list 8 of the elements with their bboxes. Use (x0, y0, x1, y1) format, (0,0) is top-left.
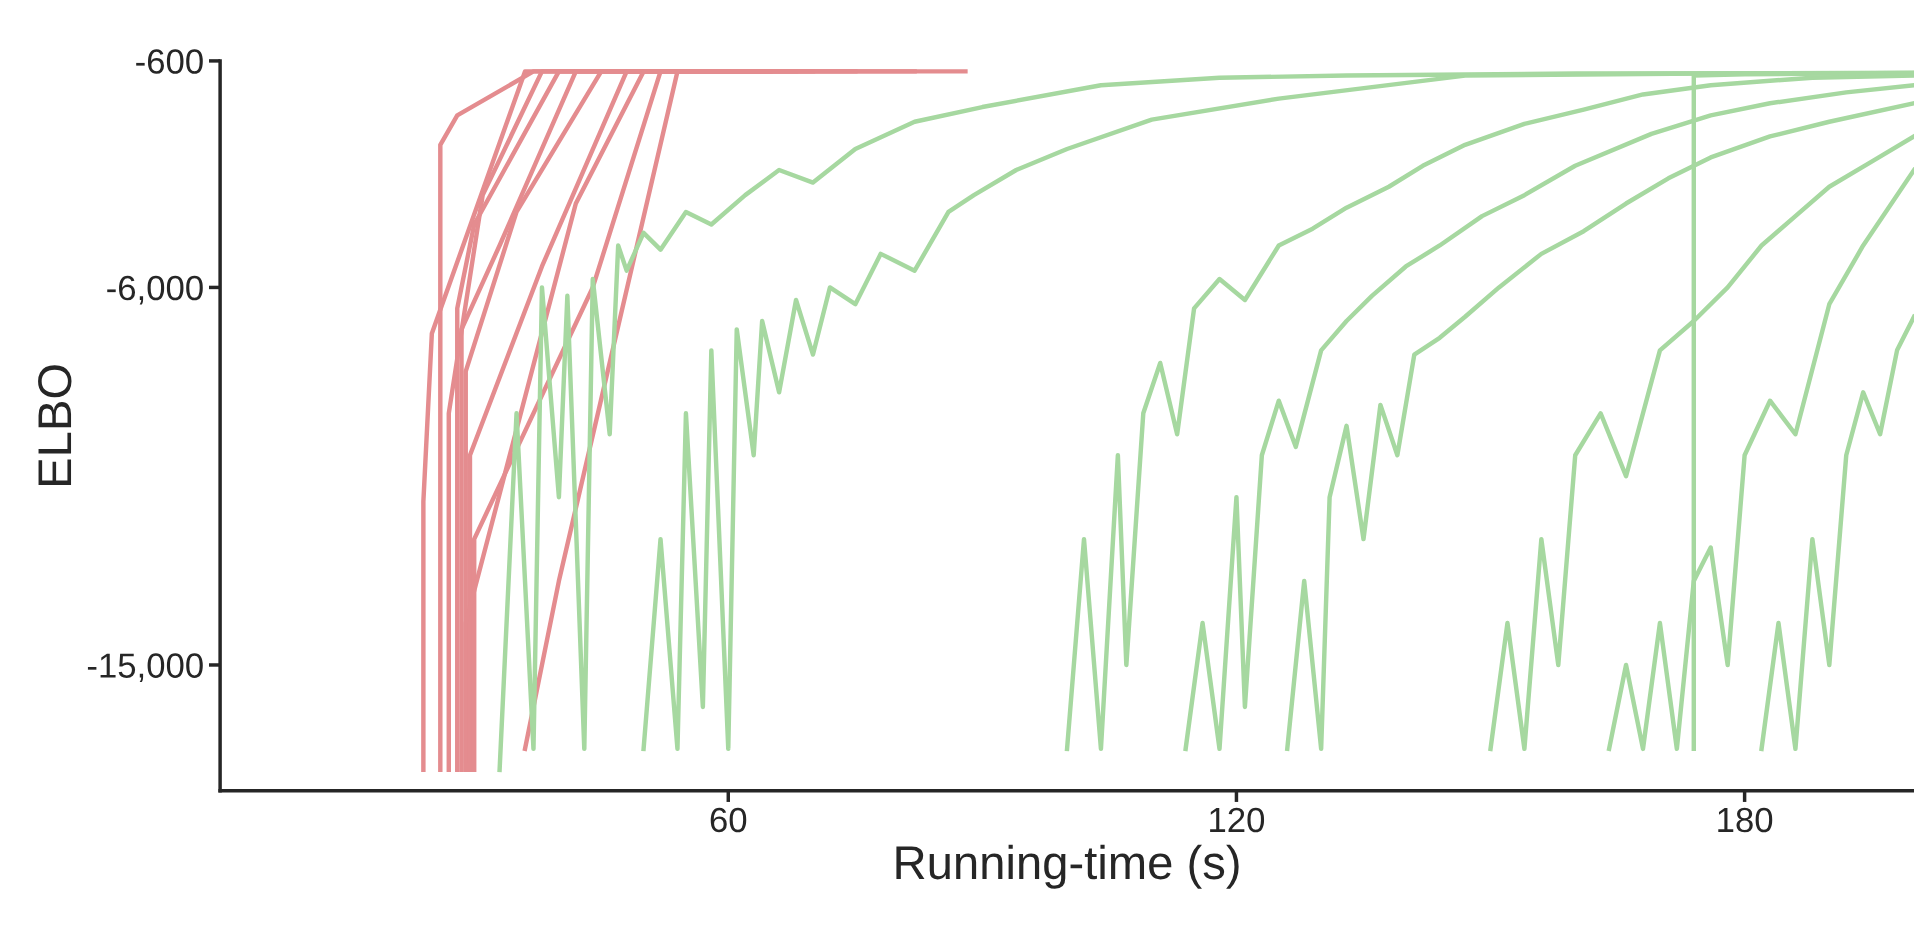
x-axis-title: Running-time (s) (896, 844, 1239, 889)
y-tick-label: -600 (136, 49, 203, 74)
y-axis-title: ELBO (38, 365, 72, 485)
y-tick-label: -15,000 (87, 653, 203, 682)
y-tick-label: -6,000 (107, 275, 203, 305)
x-tick-label: 60 (710, 807, 747, 833)
x-tick-label: 120 (1210, 807, 1265, 833)
x-tick-label: 180 (1718, 807, 1773, 833)
